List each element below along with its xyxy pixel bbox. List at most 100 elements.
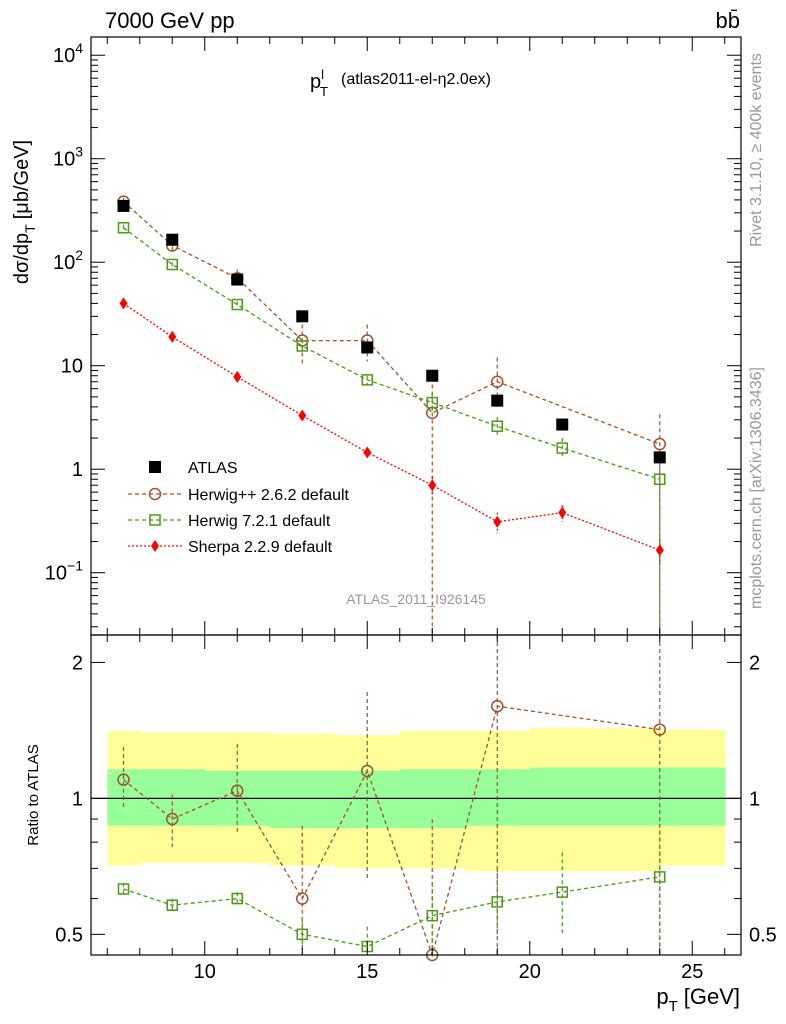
main-series-0-point xyxy=(426,369,439,382)
ratio-xtick-label: 20 xyxy=(519,961,541,983)
plot-title-rest: (atlas2011-el-η2.0ex) xyxy=(341,71,491,88)
main-series-2-point xyxy=(166,258,178,271)
main-ytick-label-exp: 3 xyxy=(75,144,83,160)
main-series-2-point xyxy=(361,374,373,386)
legend-label: Herwig 7.2.1 default xyxy=(188,513,331,530)
plot-title-sup: l xyxy=(321,67,324,82)
ratio-ytick-label-right: 2 xyxy=(749,652,760,674)
ratio-xtick-label: 25 xyxy=(681,961,703,983)
ratio-frame xyxy=(90,634,742,956)
main-ylabel-a: dσ/dp xyxy=(11,233,33,284)
watermark: ATLAS_2011_I926145 xyxy=(346,591,486,607)
main-ytick-label-base: 1 xyxy=(72,459,83,481)
main-ylabel: dσ/dpT [μb/GeV] xyxy=(11,140,38,284)
main-ytick-label-exp: 2 xyxy=(75,247,83,263)
plot-title-main: p xyxy=(310,71,321,93)
ratio-panel: 10 15 20 25 2 2 1 1 0.5 0.5 Ratio to ATLAS pT [GeV… xyxy=(25,634,777,1015)
main-series-2-point xyxy=(491,420,503,433)
ratio-band-inner xyxy=(659,767,726,826)
main-ytick-label-base: 10 xyxy=(53,252,75,274)
ratio-series-0-point xyxy=(166,812,179,826)
ratio-series-1-point xyxy=(556,886,568,898)
main-ylabel-c: [μb/GeV] xyxy=(11,140,33,219)
main-series-2-point xyxy=(296,340,308,352)
main-series-3-point xyxy=(119,297,128,310)
ratio-ytick-label-left: 2 xyxy=(72,652,83,674)
main-series-2-point xyxy=(231,298,243,311)
ratio-series-0-point xyxy=(653,723,666,736)
ratio-series-1-point xyxy=(654,871,666,883)
header-left: 7000 GeV pp xyxy=(105,8,235,33)
ratio-series-0-point xyxy=(296,892,309,905)
main-series-0-point xyxy=(166,233,179,246)
main-series-3-point xyxy=(168,330,177,343)
main-plot-content xyxy=(117,195,666,635)
ratio-series-1-point xyxy=(117,883,130,895)
main-series-3-point xyxy=(493,515,502,528)
ratio-band-inner xyxy=(594,767,661,826)
main-series-0-point xyxy=(653,451,666,464)
ratio-ytick-label-left: 1 xyxy=(72,788,83,810)
x-axis-label-unit: [GeV] xyxy=(684,984,740,1009)
main-ytick-label-base: 10 xyxy=(45,563,67,585)
main-series-3-point xyxy=(233,370,242,383)
main-series-0-point xyxy=(491,394,504,407)
ratio-series-0-line xyxy=(123,705,660,958)
ratio-ytick-label-left: 0.5 xyxy=(55,924,83,946)
ratio-series-1-line xyxy=(123,876,660,948)
ratio-series-0-point xyxy=(491,699,504,713)
mcplots-label: mcplots.cern.ch [arXiv:1306.3436] xyxy=(748,367,765,609)
x-axis-label: pT [GeV] xyxy=(656,984,740,1015)
main-series-3-point xyxy=(558,506,567,519)
main-series-2-point xyxy=(117,222,130,234)
x-axis-label-sub: T xyxy=(669,998,678,1015)
ratio-series-1-point xyxy=(491,896,503,908)
main-series-3-point xyxy=(363,446,372,459)
main-series-2-point xyxy=(426,396,438,409)
ratio-band-inner xyxy=(269,770,336,828)
legend-marker xyxy=(148,487,162,501)
legend-marker xyxy=(149,514,161,526)
main-series-0-point xyxy=(117,199,130,212)
ratio-series-1-point xyxy=(231,892,243,905)
main-ytick-label: 1 xyxy=(72,459,83,481)
ratio-series-0-point xyxy=(231,784,244,797)
main-ytick-label-exp: 4 xyxy=(75,40,83,56)
main-series-1-point xyxy=(653,437,666,451)
legend-label: Herwig++ 2.6.2 default xyxy=(188,487,350,504)
main-ytick-label-base: 10 xyxy=(53,149,75,171)
ratio-ytick-label-right: 0.5 xyxy=(749,924,777,946)
ratio-series-0-point xyxy=(117,773,130,786)
legend-label: ATLAS xyxy=(188,460,238,477)
ratio-xtick-label: 10 xyxy=(194,961,216,983)
main-series-0-point xyxy=(296,310,309,323)
main-ytick-label-exp: −1 xyxy=(67,558,83,574)
ratio-plot-content xyxy=(91,635,741,962)
ratio-ylabel: Ratio to ATLAS xyxy=(25,744,42,845)
ratio-axes: 10 15 20 25 2 2 1 1 0.5 0.5 xyxy=(55,635,777,983)
ratio-xtick-label: 15 xyxy=(356,961,378,983)
main-series-1-line xyxy=(123,201,661,445)
header-right: bb̄ xyxy=(716,8,740,33)
legend-marker xyxy=(151,540,159,552)
ratio-series-0-point xyxy=(361,764,374,778)
main-ytick-label: 102 xyxy=(53,247,83,274)
main-series-0-point xyxy=(556,418,569,431)
legend-label: Sherpa 2.2.9 default xyxy=(188,539,333,556)
ratio-ytick-label-right: 1 xyxy=(749,788,760,810)
main-series-2-line xyxy=(123,227,660,480)
main-series-3-point xyxy=(298,409,307,422)
main-ytick-label-base: 10 xyxy=(53,45,75,67)
rivet-label: Rivet 3.1.10, ≥ 400k events xyxy=(748,53,765,247)
legend-marker xyxy=(149,461,161,473)
main-ytick-label: 104 xyxy=(53,40,83,67)
main-series-0-point xyxy=(361,341,374,354)
main-ylabel-b: T xyxy=(22,224,38,233)
main-ytick-label: 10 xyxy=(61,356,83,378)
main-ytick-label: 103 xyxy=(53,144,83,171)
main-ytick-label: 10−1 xyxy=(45,558,83,585)
main-series-2-point xyxy=(556,442,568,454)
